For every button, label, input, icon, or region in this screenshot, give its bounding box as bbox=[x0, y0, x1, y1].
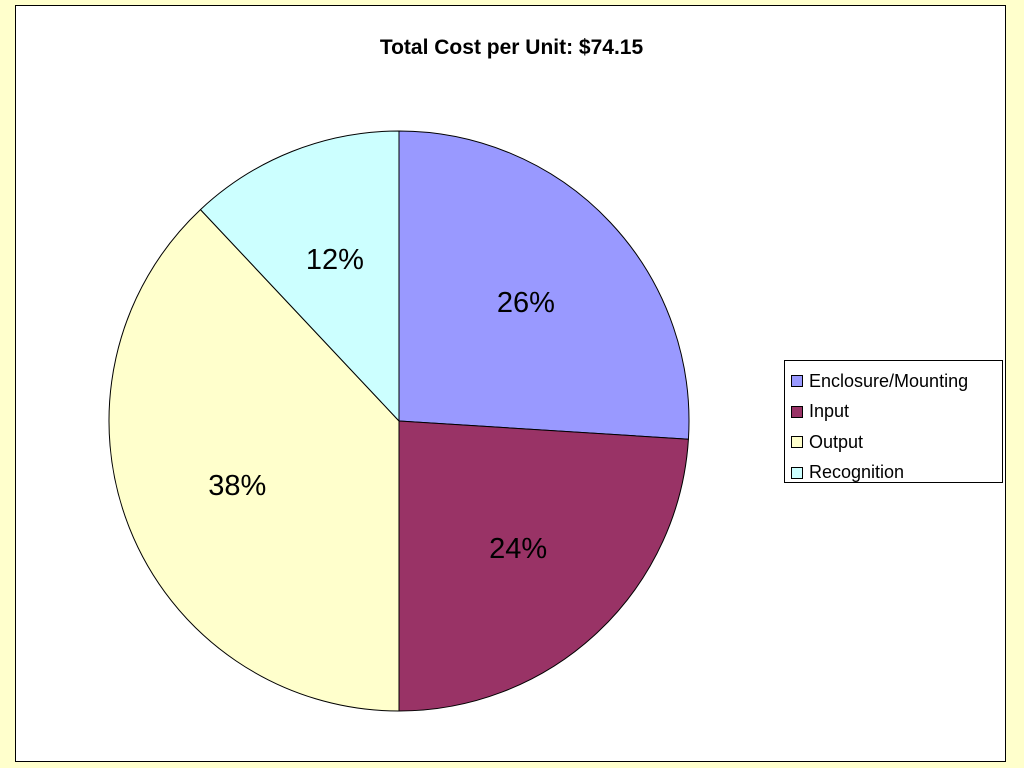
pie-slice-input bbox=[398, 420, 689, 712]
legend-item: Input bbox=[791, 397, 1002, 428]
data-label: 24% bbox=[489, 533, 547, 565]
legend-item: Recognition bbox=[791, 458, 1002, 489]
pie-slice-output bbox=[108, 208, 400, 712]
legend-swatch bbox=[791, 466, 803, 479]
pie-slice-recognition bbox=[199, 130, 400, 423]
legend-label: Output bbox=[809, 431, 864, 452]
pie-slice-enclosure-mounting bbox=[398, 130, 690, 440]
legend-label: Enclosure/Mounting bbox=[809, 370, 969, 391]
chart-frame: Total Cost per Unit: $74.15 26% 24% 38% 12%… bbox=[15, 5, 1006, 762]
chart-title: Total Cost per Unit: $74.15 bbox=[379, 36, 644, 59]
legend-label: Recognition bbox=[809, 462, 905, 483]
legend-swatch bbox=[791, 405, 803, 418]
legend-swatch bbox=[791, 375, 803, 388]
legend-item: Output bbox=[791, 427, 1002, 458]
data-label: 26% bbox=[497, 287, 555, 319]
data-label: 38% bbox=[208, 470, 266, 502]
legend-swatch bbox=[791, 436, 803, 449]
legend: Enclosure/Mounting Input Output Recognition bbox=[784, 360, 1003, 483]
legend-label: Input bbox=[809, 401, 850, 422]
pie-chart: 26% 24% 38% 12% bbox=[108, 130, 690, 712]
data-label: 12% bbox=[306, 244, 364, 276]
legend-item: Enclosure/Mounting bbox=[791, 366, 1002, 397]
